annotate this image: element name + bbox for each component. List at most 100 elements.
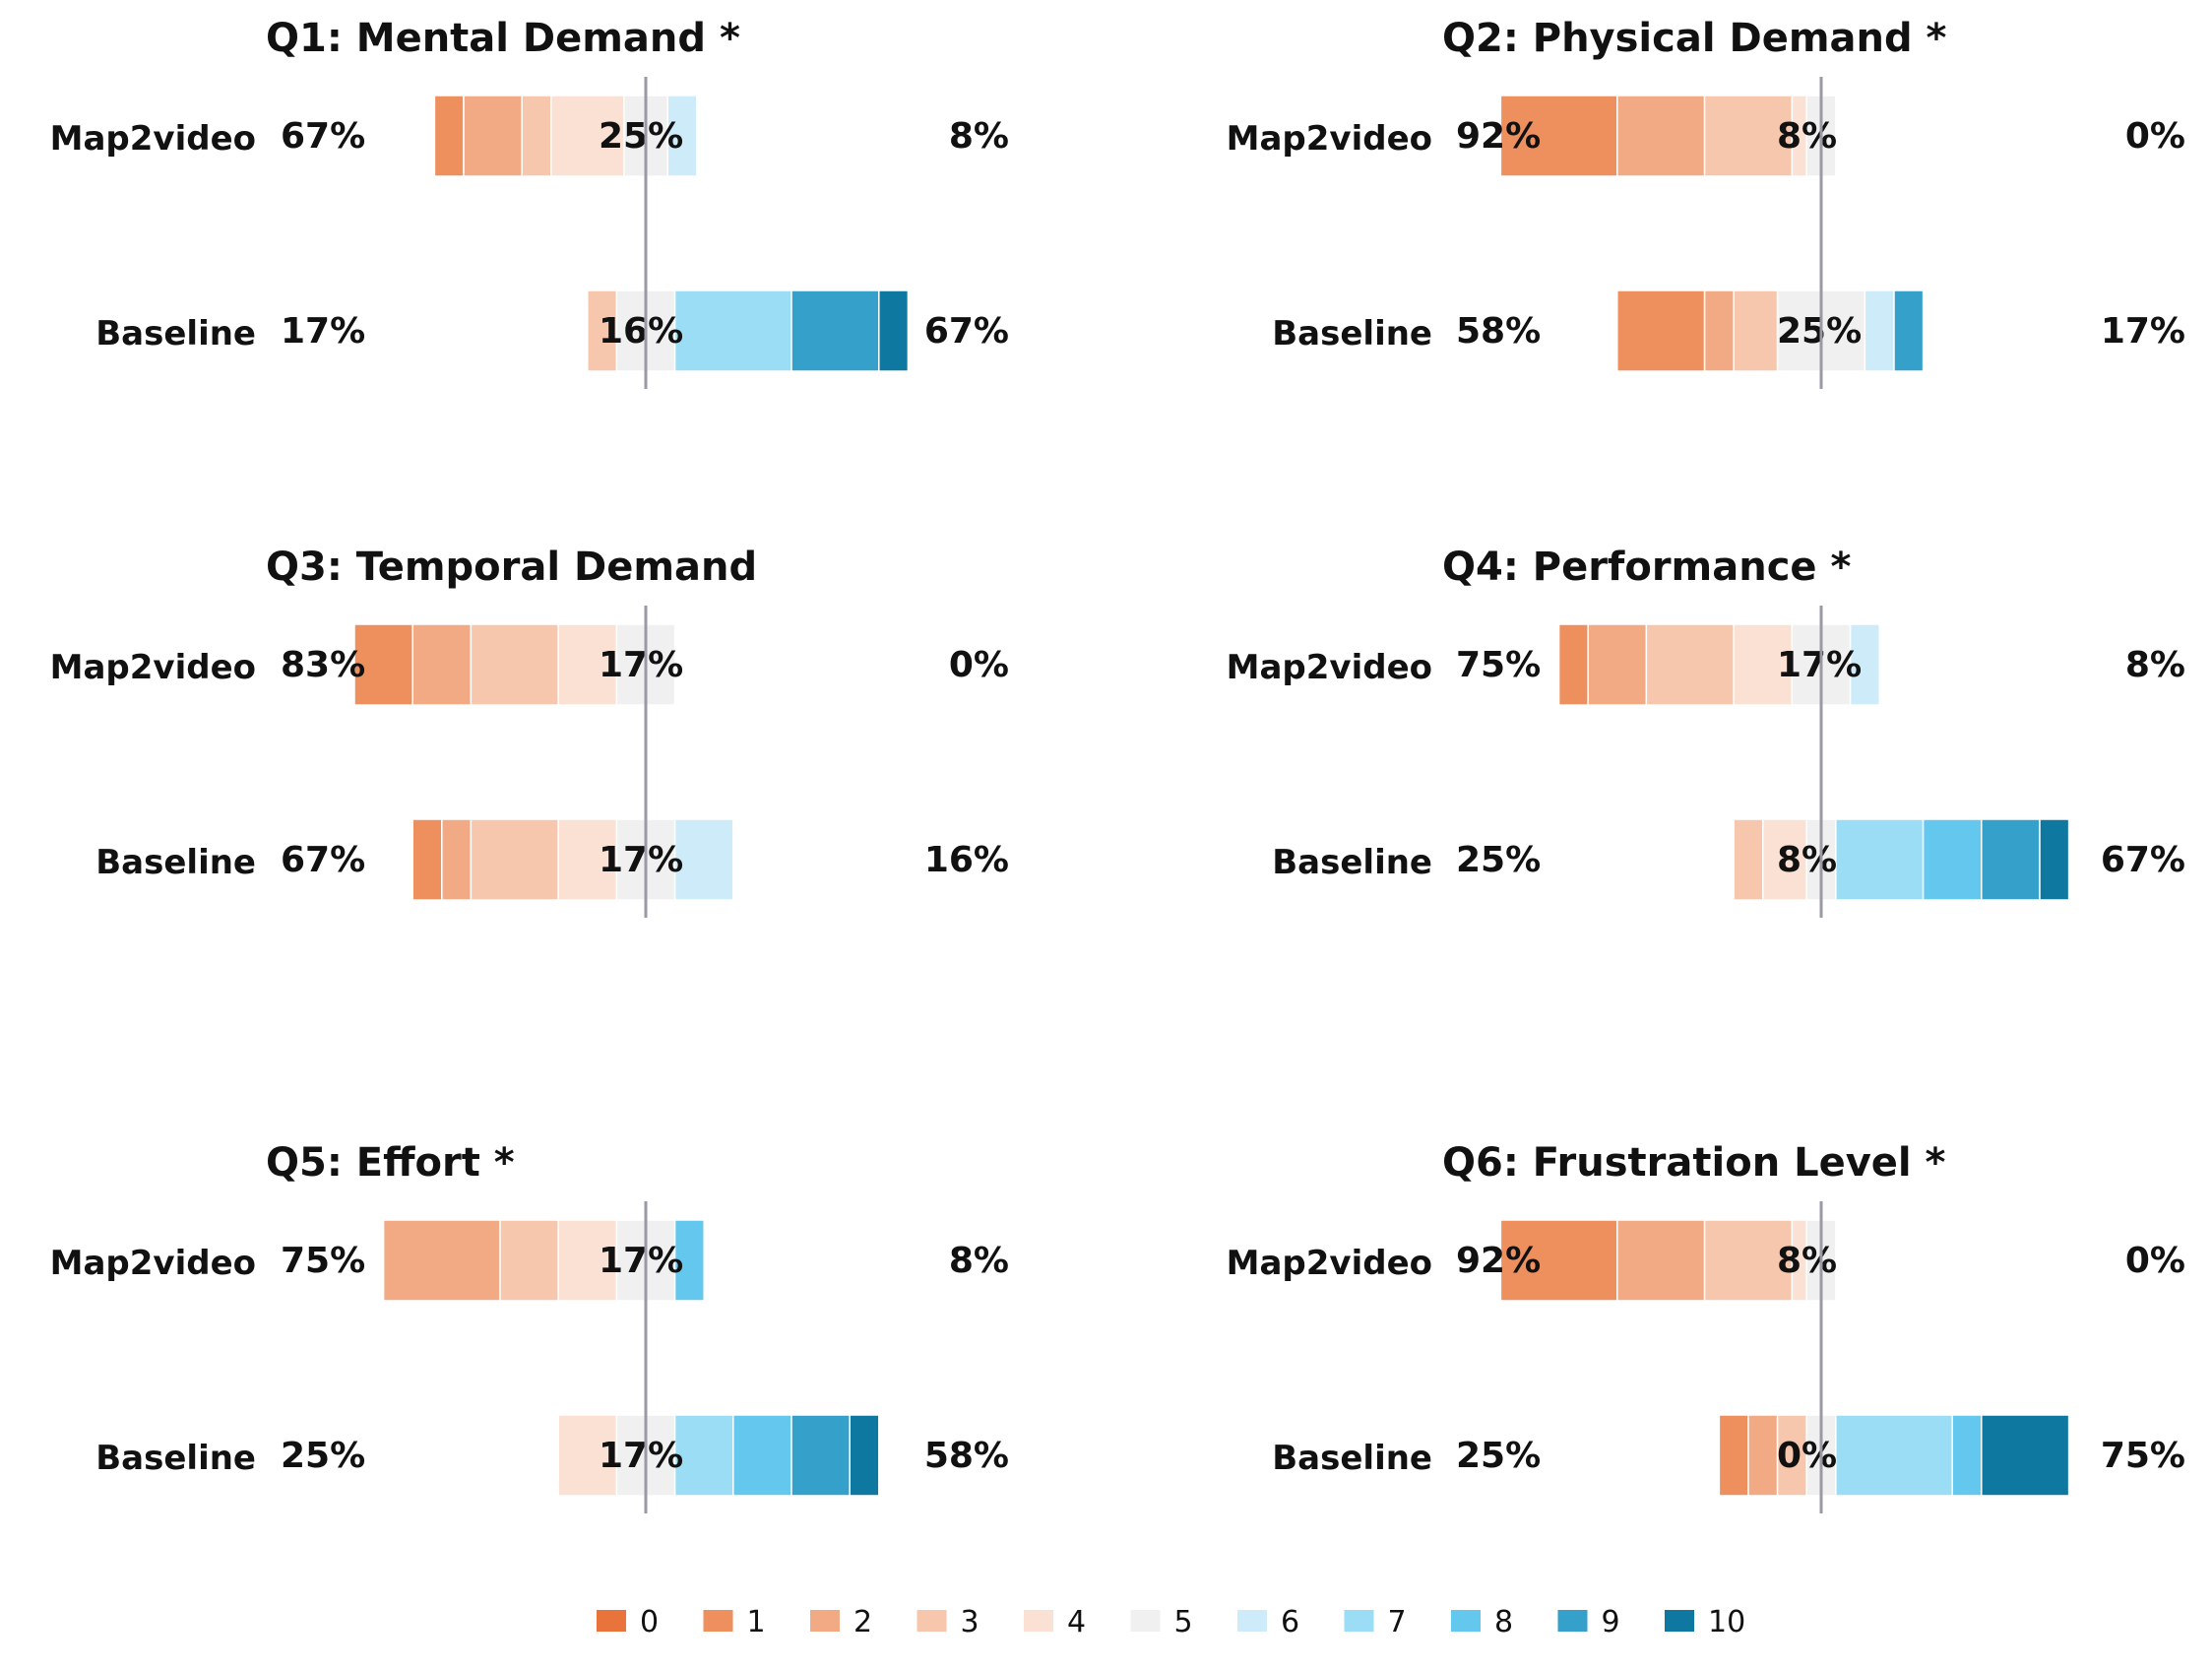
bar-segment — [666, 95, 698, 177]
low-percent-label: 67% — [281, 840, 365, 880]
legend-swatch — [1344, 1610, 1374, 1632]
row-label: Baseline — [1272, 314, 1432, 353]
bar-segment — [673, 818, 734, 901]
bar-segment — [849, 1414, 880, 1497]
bar-segment — [470, 818, 559, 901]
legend-swatch — [916, 1610, 947, 1632]
bar-segment — [790, 289, 880, 372]
low-percent-label: 75% — [281, 1241, 365, 1281]
row-label: Map2video — [1227, 648, 1432, 687]
high-percent-label: 8% — [2125, 645, 2185, 685]
neutral-percent-label: 17% — [1777, 645, 1862, 685]
legend-swatch — [1237, 1610, 1267, 1632]
neutral-percent-label: 25% — [599, 116, 683, 157]
low-percent-label: 25% — [1456, 1436, 1541, 1476]
bar-segment — [673, 289, 792, 372]
low-percent-label: 75% — [1456, 645, 1541, 685]
neutral-percent-label: 25% — [1777, 311, 1862, 352]
bar-segment — [463, 95, 523, 177]
bar-segment — [557, 1219, 618, 1302]
neutral-percent-label: 8% — [1777, 840, 1837, 880]
legend-swatch — [1665, 1610, 1694, 1632]
legend-label: 2 — [853, 1605, 872, 1639]
legend-label: 4 — [1067, 1605, 1086, 1639]
low-percent-label: 25% — [1456, 840, 1541, 880]
legend-label: 7 — [1388, 1605, 1407, 1639]
low-percent-label: 83% — [281, 645, 365, 685]
legend-label: 1 — [747, 1605, 766, 1639]
bar-segment — [878, 289, 910, 372]
high-percent-label: 75% — [2101, 1436, 2185, 1476]
bar-segment — [1835, 1414, 1953, 1497]
legend-label: 3 — [961, 1605, 980, 1639]
bar-segment — [1733, 289, 1779, 372]
high-percent-label: 8% — [949, 116, 1009, 157]
neutral-percent-label: 8% — [1777, 1241, 1837, 1281]
legend-label: 9 — [1602, 1605, 1620, 1639]
bar-segment — [1587, 623, 1648, 706]
row-label: Baseline — [1272, 843, 1432, 882]
row-label: Baseline — [95, 843, 256, 882]
bar-segment — [441, 818, 473, 901]
panel-title: Q6: Frustration Level * — [1442, 1140, 1946, 1186]
legend-label: 6 — [1281, 1605, 1299, 1639]
high-percent-label: 0% — [2125, 116, 2185, 157]
bar-segment — [1893, 289, 1925, 372]
bar-segment — [557, 623, 618, 706]
legend-label: 5 — [1174, 1605, 1193, 1639]
neutral-percent-label: 17% — [599, 1436, 683, 1476]
bar-segment — [732, 1414, 792, 1497]
row-label: Baseline — [1272, 1439, 1432, 1478]
bar-segment — [1733, 818, 1764, 901]
row-label: Baseline — [95, 314, 256, 353]
neutral-percent-label: 0% — [1777, 1436, 1837, 1476]
neutral-percent-label: 17% — [599, 1241, 683, 1281]
bar-segment — [790, 1414, 851, 1497]
legend-swatch — [1024, 1610, 1053, 1632]
bar-segment — [1499, 1219, 1618, 1302]
low-percent-label: 92% — [1456, 1241, 1541, 1281]
bar-segment — [411, 623, 473, 706]
legend-label: 10 — [1708, 1605, 1745, 1639]
high-percent-label: 67% — [924, 311, 1009, 352]
high-percent-label: 0% — [949, 645, 1009, 685]
high-percent-label: 0% — [2125, 1241, 2185, 1281]
bar-segment — [673, 1219, 705, 1302]
row-label: Baseline — [95, 1439, 256, 1478]
bar-segment — [1645, 623, 1735, 706]
legend-swatch — [1451, 1610, 1481, 1632]
legend-label: 8 — [1494, 1605, 1513, 1639]
row-label: Map2video — [1227, 1244, 1432, 1283]
row-label: Map2video — [50, 648, 256, 687]
bar-segment — [1951, 1414, 1983, 1497]
panel-title: Q2: Physical Demand * — [1442, 16, 1947, 61]
bar-segment — [433, 95, 465, 177]
bar-segment — [1616, 1219, 1706, 1302]
legend-swatch — [703, 1610, 733, 1632]
high-percent-label: 58% — [924, 1436, 1009, 1476]
bar-segment — [2039, 818, 2070, 901]
row-label: Map2video — [50, 1244, 256, 1283]
bar-segment — [550, 95, 625, 177]
bar-segment — [1703, 1219, 1794, 1302]
low-percent-label: 92% — [1456, 116, 1541, 157]
legend-label: 0 — [640, 1605, 659, 1639]
neutral-percent-label: 17% — [599, 645, 683, 685]
neutral-percent-label: 16% — [599, 311, 683, 352]
high-percent-label: 17% — [2101, 311, 2185, 352]
legend-swatch — [1557, 1610, 1588, 1632]
panel-title: Q3: Temporal Demand — [266, 545, 757, 590]
row-label: Map2video — [50, 119, 256, 159]
legend-swatch — [1130, 1610, 1161, 1632]
high-percent-label: 8% — [949, 1241, 1009, 1281]
bar-segment — [673, 1414, 734, 1497]
bar-segment — [1718, 1414, 1749, 1497]
legend-swatch — [810, 1610, 840, 1632]
panel-title: Q5: Effort * — [266, 1140, 515, 1186]
low-percent-label: 25% — [281, 1436, 365, 1476]
bar-segment — [1616, 289, 1706, 372]
panel-title: Q4: Performance * — [1442, 545, 1851, 590]
bar-segment — [1762, 818, 1807, 901]
bar-segment — [411, 818, 443, 901]
low-percent-label: 17% — [281, 311, 365, 352]
